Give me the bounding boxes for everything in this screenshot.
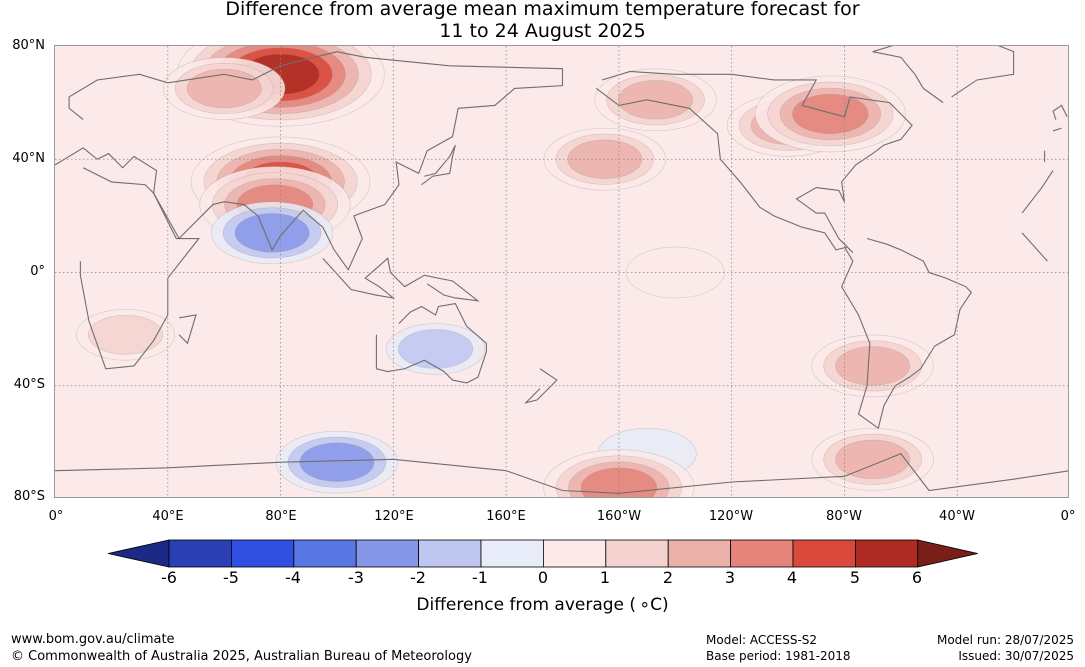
anomaly-contour <box>835 346 911 386</box>
colorbar-bin <box>667 539 732 568</box>
colorbar-over-arrow <box>917 539 978 568</box>
lon-label-0-right: 0° <box>1060 509 1076 524</box>
coastline <box>596 70 913 254</box>
lat-label-0: 0° <box>30 264 45 279</box>
footer-model-run: Model run: 28/07/2025 <box>936 633 1074 647</box>
colorbar-bin <box>293 539 357 568</box>
colorbar-tick-label: 1 <box>599 568 611 587</box>
coastline <box>55 51 564 271</box>
footer-run-info: Model run: 28/07/2025 Issued: 30/07/2025 <box>937 632 1074 664</box>
colorbar-bin <box>730 539 794 568</box>
lon-label-40w: 40°W <box>939 509 975 524</box>
forecast-map-svg <box>55 46 1068 497</box>
colorbar <box>108 539 978 568</box>
lon-label-0: 0° <box>48 509 64 524</box>
anomaly-contour <box>792 93 869 134</box>
colorbar-tick-label: -5 <box>223 568 239 587</box>
colorbar-tick-label: -2 <box>410 568 426 587</box>
footer-model-info: Model: ACCESS-S2 Base period: 1981-2018 <box>706 632 851 664</box>
colorbar-tick-label: -4 <box>285 568 301 587</box>
lat-label-80s: 80°S <box>13 489 45 504</box>
colorbar-bin <box>418 539 482 568</box>
coastline <box>178 314 197 345</box>
lat-label-80n: 80°N <box>12 38 45 53</box>
footer-copyright: © Commonwealth of Australia 2025, Austra… <box>11 649 472 664</box>
graticule <box>55 46 1068 497</box>
lon-label-120w: 120°W <box>708 509 754 524</box>
lon-label-120e: 120°E <box>374 509 414 524</box>
coastline <box>421 144 456 186</box>
colorbar-bin <box>168 539 232 568</box>
footer-left: www.bom.gov.au/climate © Commonwealth of… <box>11 631 472 665</box>
colorbar-tick-label: 0 <box>537 568 549 587</box>
coastline <box>79 167 200 370</box>
map-title-line-2: 11 to 24 August 2025 <box>439 20 646 42</box>
anomaly-contour <box>398 329 474 369</box>
colorbar-bin <box>605 539 669 568</box>
colorbar-bin <box>855 539 919 568</box>
coastline <box>1021 170 1054 214</box>
coastline <box>1021 232 1048 262</box>
lon-label-80e: 80°E <box>265 509 297 524</box>
map-title-line-1: Difference from average mean maximum tem… <box>225 0 860 20</box>
anomaly-contour <box>87 315 163 355</box>
lon-label-160w: 160°W <box>596 509 642 524</box>
coastline <box>1052 127 1062 132</box>
footer-model: Model: ACCESS-S2 <box>706 633 818 647</box>
anomaly-contour <box>618 80 693 120</box>
lon-label-160e: 160°E <box>486 509 526 524</box>
forecast-map <box>54 45 1069 498</box>
colorbar-axis-label: Difference from average ( ∘C) <box>416 595 669 615</box>
anomaly-contour <box>835 439 911 479</box>
colorbar-tick-label: 2 <box>662 568 674 587</box>
lat-label-40s: 40°S <box>13 377 45 392</box>
colorbar-tick-label: 5 <box>849 568 861 587</box>
colorbar-bin <box>231 539 295 568</box>
coastline <box>322 257 480 302</box>
colorbar-bin <box>480 539 544 568</box>
anomaly-layer <box>75 46 934 497</box>
anomaly-contour <box>567 139 643 179</box>
colorbar-tick-label: 3 <box>724 568 736 587</box>
colorbar-tick-label: -3 <box>348 568 364 587</box>
anomaly-contour <box>186 68 262 109</box>
anomaly-contour <box>299 442 375 482</box>
colorbar-bin <box>355 539 419 568</box>
colorbar-under-arrow <box>108 539 170 568</box>
colorbar-tick-label: -1 <box>472 568 488 587</box>
coastline <box>872 46 1015 104</box>
lat-label-40n: 40°N <box>12 151 45 166</box>
coastline <box>1052 104 1068 120</box>
footer-base-period: Base period: 1981-2018 <box>706 649 851 663</box>
colorbar-tick-label: 6 <box>911 568 923 587</box>
coastline <box>524 368 558 404</box>
colorbar-bin <box>792 539 856 568</box>
colorbar-tick-label: 4 <box>786 568 798 587</box>
colorbar-tick-label: -6 <box>161 568 177 587</box>
anomaly-contour <box>234 213 310 253</box>
colorbar-bin <box>542 539 607 568</box>
lon-label-40e: 40°E <box>152 509 184 524</box>
lon-label-80w: 80°W <box>826 509 862 524</box>
footer-issued: Issued: 30/07/2025 <box>958 649 1074 663</box>
footer-url-link[interactable]: www.bom.gov.au/climate <box>11 632 175 647</box>
coastline <box>841 237 973 430</box>
coastline <box>375 303 487 384</box>
